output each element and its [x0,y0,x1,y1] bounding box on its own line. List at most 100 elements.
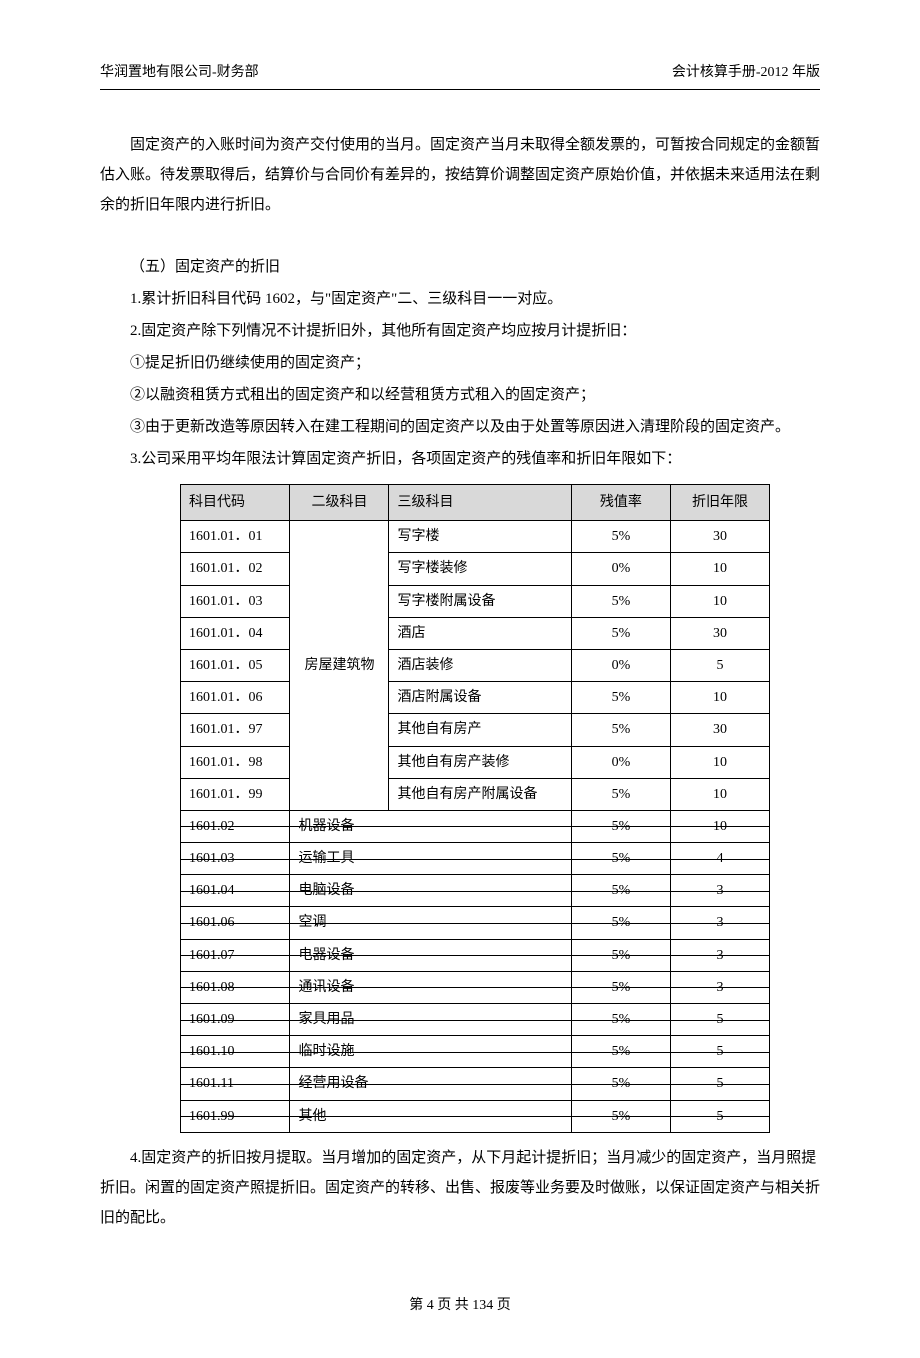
table-row: 1601.01．98 其他自有房产装修0%10 [181,746,770,778]
cell-year: 3 [670,971,769,1003]
table-row: 1601.01．99 其他自有房产附属设备5%10 [181,778,770,810]
table-row-strike: 1601.99其他5%5 [181,1100,770,1132]
cell-rate: 5% [571,1100,670,1132]
header-left: 华润置地有限公司-财务部 [100,60,259,85]
table-row-strike: 1601.07电器设备5%3 [181,939,770,971]
cell-year: 3 [670,939,769,971]
cell-level2: 其他 [290,1100,571,1132]
table-row-strike: 1601.06空调5%3 [181,907,770,939]
cell-level2: 经营用设备 [290,1068,571,1100]
cell-code: 1601.03 [181,843,290,875]
cell-year: 30 [670,617,769,649]
cell-rate: 5% [571,875,670,907]
table-row-strike: 1601.10临时设施5%5 [181,1036,770,1068]
table-row: 1601.01．04酒店5%30 [181,617,770,649]
table-row: 1601.01．01房屋建筑物写字楼5%30 [181,521,770,553]
cell-code: 1601.04 [181,875,290,907]
cell-code: 1601.01．05 [181,649,290,681]
list-item-2: 2.固定资产除下列情况不计提折旧外，其他所有固定资产均应按月计提折旧： [100,316,820,346]
cell-level2: 房屋建筑物 [290,521,389,811]
cell-code: 1601.02 [181,810,290,842]
cell-level3: 酒店 [389,617,571,649]
cell-rate: 5% [571,1004,670,1036]
page-footer: 第 4 页 共 134 页 [100,1293,820,1318]
list-item-3: 3.公司采用平均年限法计算固定资产折旧，各项固定资产的残值率和折旧年限如下： [100,444,820,474]
cell-level2: 空调 [290,907,571,939]
table-row-strike: 1601.09家具用品5%5 [181,1004,770,1036]
cell-rate: 5% [571,971,670,1003]
cell-level2: 机器设备 [290,810,571,842]
cell-level3: 写字楼 [389,521,571,553]
cell-year: 4 [670,843,769,875]
cell-year: 10 [670,585,769,617]
cell-level3: 其他自有房产附属设备 [389,778,571,810]
cell-rate: 5% [571,907,670,939]
sub-item-1: ①提足折旧仍继续使用的固定资产； [100,348,820,378]
cell-code: 1601.08 [181,971,290,1003]
table-row-strike: 1601.08通讯设备5%3 [181,971,770,1003]
table-row-strike: 1601.11经营用设备5%5 [181,1068,770,1100]
cell-year: 10 [670,746,769,778]
cell-rate: 5% [571,843,670,875]
depreciation-table: 科目代码 二级科目 三级科目 残值率 折旧年限 1601.01．01房屋建筑物写… [180,484,770,1133]
cell-code: 1601.01．99 [181,778,290,810]
th-code: 科目代码 [181,485,290,521]
table-row: 1601.01．05酒店装修0%5 [181,649,770,681]
table-header-row: 科目代码 二级科目 三级科目 残值率 折旧年限 [181,485,770,521]
table-row: 1601.01．06 酒店附属设备5%10 [181,682,770,714]
cell-level3: 其他自有房产 [389,714,571,746]
cell-rate: 5% [571,1036,670,1068]
cell-code: 1601.99 [181,1100,290,1132]
cell-year: 5 [670,1004,769,1036]
cell-code: 1601.01．98 [181,746,290,778]
cell-level3: 酒店附属设备 [389,682,571,714]
list-item-4: 4.固定资产的折旧按月提取。当月增加的固定资产，从下月起计提折旧；当月减少的固定… [100,1143,820,1233]
paragraph-intro: 固定资产的入账时间为资产交付使用的当月。固定资产当月未取得全额发票的，可暂按合同… [100,130,820,220]
table-row: 1601.01．03 写字楼附属设备5%10 [181,585,770,617]
th-rate: 残值率 [571,485,670,521]
cell-level3: 写字楼装修 [389,553,571,585]
sub-item-2: ②以融资租赁方式租出的固定资产和以经营租赁方式租入的固定资产； [100,380,820,410]
cell-rate: 5% [571,617,670,649]
cell-level3: 其他自有房产装修 [389,746,571,778]
th-level2: 二级科目 [290,485,389,521]
cell-level2: 运输工具 [290,843,571,875]
cell-rate: 5% [571,521,670,553]
cell-year: 5 [670,1068,769,1100]
cell-rate: 5% [571,585,670,617]
cell-code: 1601.10 [181,1036,290,1068]
cell-code: 1601.06 [181,907,290,939]
cell-level2: 电器设备 [290,939,571,971]
cell-year: 30 [670,714,769,746]
cell-rate: 0% [571,746,670,778]
cell-year: 10 [670,778,769,810]
table-row-strike: 1601.04电脑设备5%3 [181,875,770,907]
cell-rate: 5% [571,778,670,810]
cell-year: 10 [670,682,769,714]
th-level3: 三级科目 [389,485,571,521]
cell-level3: 写字楼附属设备 [389,585,571,617]
list-item-1: 1.累计折旧科目代码 1602，与"固定资产"二、三级科目一一对应。 [100,284,820,314]
cell-code: 1601.01．06 [181,682,290,714]
cell-rate: 5% [571,682,670,714]
cell-level2: 电脑设备 [290,875,571,907]
cell-year: 3 [670,875,769,907]
cell-year: 5 [670,649,769,681]
cell-level2: 临时设施 [290,1036,571,1068]
cell-year: 30 [670,521,769,553]
table-row-strike: 1601.03运输工具5%4 [181,843,770,875]
cell-year: 5 [670,1100,769,1132]
cell-code: 1601.09 [181,1004,290,1036]
cell-year: 5 [670,1036,769,1068]
section-title: （五）固定资产的折旧 [100,252,820,282]
cell-code: 1601.01．97 [181,714,290,746]
cell-code: 1601.07 [181,939,290,971]
cell-rate: 5% [571,810,670,842]
cell-year: 10 [670,810,769,842]
cell-code: 1601.01．03 [181,585,290,617]
cell-code: 1601.01．02 [181,553,290,585]
cell-rate: 5% [571,939,670,971]
cell-rate: 0% [571,553,670,585]
header-right: 会计核算手册-2012 年版 [672,60,820,85]
cell-year: 3 [670,907,769,939]
